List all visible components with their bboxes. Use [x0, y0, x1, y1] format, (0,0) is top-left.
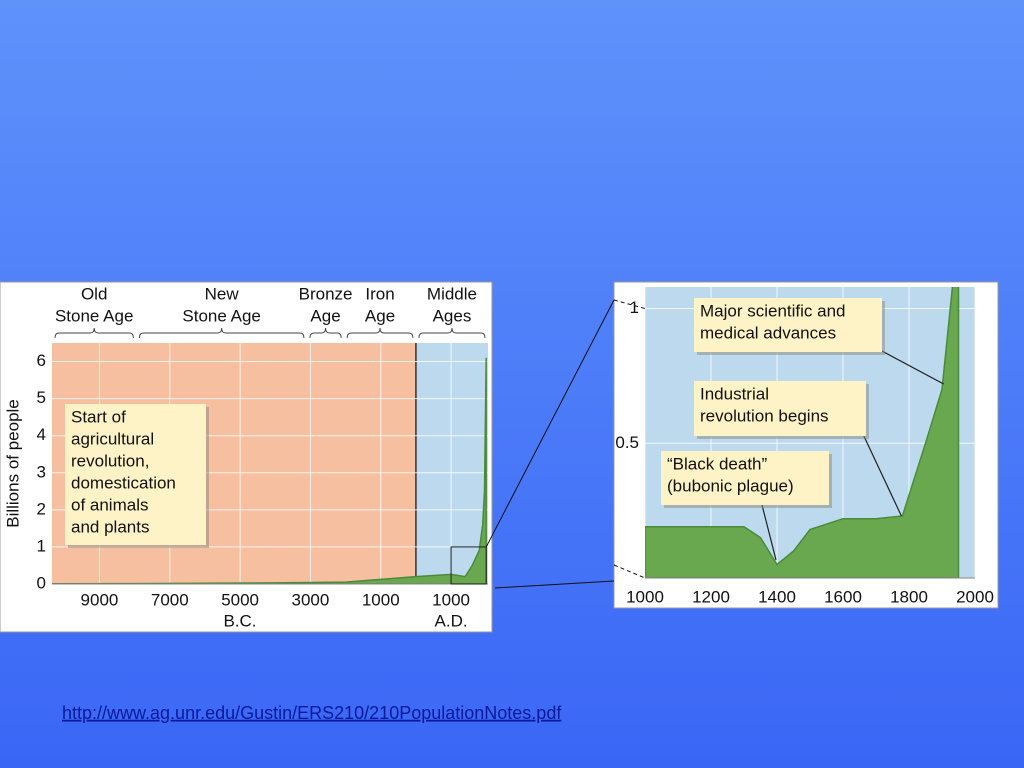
- x-tick-label: 1000: [362, 590, 400, 609]
- x-tick-label: 7000: [151, 590, 189, 609]
- era-bracket: [418, 327, 486, 339]
- y-tick-label: 5: [37, 388, 46, 407]
- inset-box: [450, 546, 487, 585]
- annotation-text: medical advances: [700, 323, 836, 342]
- population-area: [645, 287, 960, 578]
- annotation-leader: [879, 349, 944, 385]
- y-tick-label: 4: [37, 425, 46, 444]
- x-tick-label: 3000: [292, 590, 330, 609]
- annotation-box: [694, 381, 866, 436]
- zoom-connector: [494, 580, 615, 589]
- x-tick-label: 1600: [824, 587, 862, 606]
- annotation-box: [694, 298, 882, 352]
- annotation-leader: [761, 504, 777, 561]
- era-label: Age: [365, 306, 395, 325]
- annotation-leader: [861, 431, 902, 517]
- era-label: Bronze: [299, 284, 353, 303]
- y-tick-label: 1: [37, 536, 46, 555]
- y-tick-label: 6: [37, 351, 46, 370]
- era-bracket: [138, 327, 305, 339]
- era-label: Age: [310, 306, 340, 325]
- x-tick-label: 1800: [890, 587, 928, 606]
- era-label: Stone Age: [55, 306, 133, 325]
- annotation-text: “Black death”: [667, 454, 767, 473]
- era-bracket: [54, 327, 134, 339]
- annotation-text: Industrial: [700, 384, 769, 403]
- annotation-text: revolution,: [71, 451, 149, 470]
- period-band: [415, 343, 488, 584]
- zoom-connector: [613, 564, 646, 579]
- x-tick-label: 1400: [758, 587, 796, 606]
- chart-panel: 9000 7000 5000 3000 1000 1000 0 1 2 3 4 5 6 Billions …: [0, 281, 493, 633]
- annotation-text: revolution begins: [700, 406, 829, 425]
- x-tick-label: 1000: [626, 587, 664, 606]
- era-bracket: [346, 327, 414, 339]
- annotation-text: Major scientific and: [700, 301, 846, 320]
- y-axis-label: Billions of people: [3, 399, 22, 528]
- zoom-connector: [613, 299, 646, 310]
- chart-panel: 1000 1200 1400 1600 1800 2000 0.5 1 Major scient…: [613, 281, 999, 609]
- era-label: Iron: [365, 284, 394, 303]
- y-tick-label: 1: [630, 298, 639, 317]
- era-label: Stone Age: [182, 306, 260, 325]
- annotation-box: [661, 451, 829, 505]
- x-tick-label: 1200: [692, 587, 730, 606]
- annotation-text: and plants: [71, 517, 149, 536]
- population-area: [52, 357, 487, 584]
- era-label: Ages: [433, 306, 472, 325]
- annotation-text: (bubonic plague): [667, 476, 794, 495]
- era-label: New: [205, 284, 240, 303]
- y-tick-label: 2: [37, 499, 46, 518]
- annotation-text: of animals: [71, 495, 148, 514]
- x-tick-label: 1000: [432, 590, 470, 609]
- source-link[interactable]: http://www.ag.unr.edu/Gustin/ERS210/210P…: [62, 703, 562, 723]
- x-tick-label: 2000: [956, 587, 994, 606]
- y-tick-label: 3: [37, 462, 46, 481]
- annotation-text: Start of: [71, 407, 126, 426]
- source-link-text[interactable]: http://www.ag.unr.edu/Gustin/ERS210/210P…: [62, 703, 562, 723]
- annotation-text: domestication: [71, 473, 176, 492]
- x-tick-label: 5000: [221, 590, 259, 609]
- era-bracket: [309, 327, 342, 339]
- annotation-box: [65, 404, 206, 545]
- annotation-text: agricultural: [71, 429, 154, 448]
- x-tick-label: 9000: [81, 590, 119, 609]
- zoom-connector: [485, 299, 615, 548]
- era-label: Old: [81, 284, 107, 303]
- x-axis-note: B.C.: [223, 611, 256, 630]
- x-axis-note: A.D.: [435, 611, 468, 630]
- era-label: Middle: [427, 284, 477, 303]
- y-tick-label: 0: [37, 573, 46, 592]
- y-tick-label: 0.5: [615, 433, 639, 452]
